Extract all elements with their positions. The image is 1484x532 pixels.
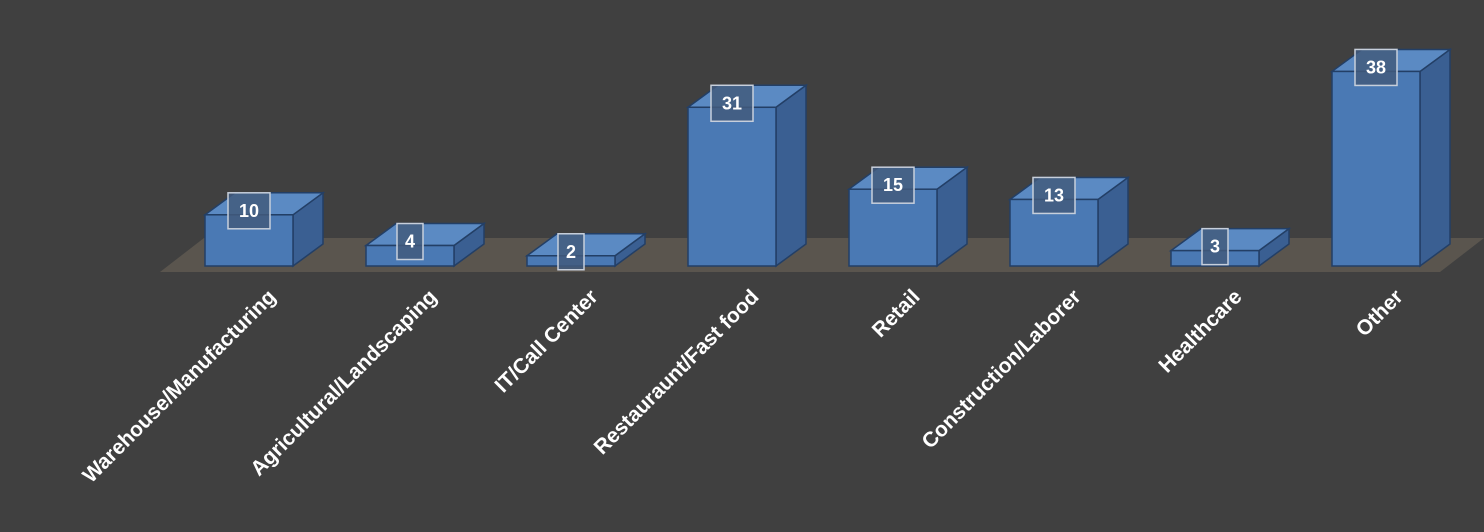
data-label-box bbox=[396, 222, 424, 261]
bar-front bbox=[1331, 70, 1421, 267]
data-label-box bbox=[1032, 176, 1076, 215]
data-label-1: 4 bbox=[396, 222, 424, 261]
category-label-3: Restauraunt/Fast food bbox=[590, 285, 764, 459]
category-label-5: Construction/Laborer bbox=[917, 285, 1085, 453]
data-label-box bbox=[1354, 48, 1398, 87]
data-label-text: 38 bbox=[1366, 57, 1386, 77]
data-label-text: 31 bbox=[722, 93, 742, 113]
bar-side bbox=[1419, 47, 1451, 268]
data-label-box bbox=[871, 166, 915, 204]
bar-side bbox=[775, 83, 807, 268]
category-label-7: Other bbox=[1352, 285, 1408, 341]
chart-floor bbox=[160, 238, 1484, 272]
data-label-box bbox=[710, 84, 754, 123]
category-label-0: Warehouse/Manufacturing bbox=[78, 285, 280, 487]
data-label-text: 4 bbox=[405, 232, 415, 252]
category-label-4: Retail bbox=[868, 285, 925, 342]
bar-3 bbox=[685, 83, 809, 268]
category-label-2: IT/Call Center bbox=[491, 285, 603, 397]
bar-front bbox=[687, 106, 777, 267]
data-label-5: 13 bbox=[1032, 176, 1076, 215]
bar-front bbox=[848, 188, 938, 267]
data-label-0: 10 bbox=[227, 192, 271, 230]
category-label-6: Healthcare bbox=[1154, 285, 1246, 377]
data-label-text: 13 bbox=[1044, 185, 1064, 205]
data-label-3: 31 bbox=[710, 84, 754, 123]
data-label-box bbox=[227, 192, 271, 230]
data-label-7: 38 bbox=[1354, 48, 1398, 87]
data-label-box bbox=[557, 233, 585, 271]
category-label-1: Agricultural/Landscaping bbox=[246, 285, 441, 480]
data-label-box bbox=[1201, 227, 1229, 266]
data-label-text: 15 bbox=[883, 175, 903, 195]
data-label-4: 15 bbox=[871, 166, 915, 204]
data-label-text: 10 bbox=[239, 201, 259, 221]
data-label-2: 2 bbox=[557, 233, 585, 271]
data-label-6: 3 bbox=[1201, 227, 1229, 266]
data-label-text: 3 bbox=[1210, 237, 1220, 257]
data-label-text: 2 bbox=[566, 242, 576, 262]
